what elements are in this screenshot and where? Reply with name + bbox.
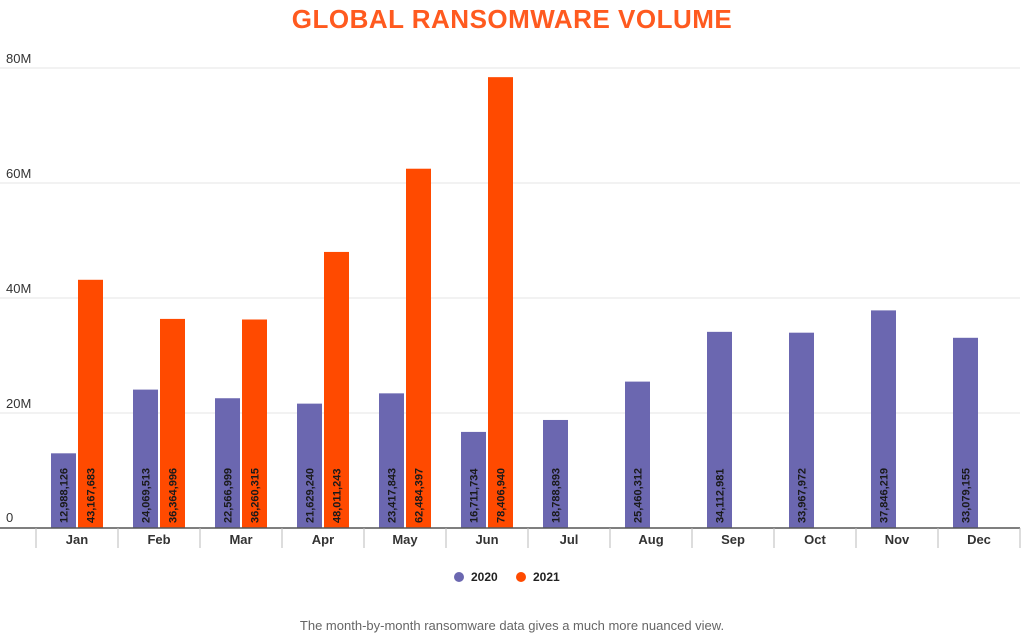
x-tick-label: Aug [638,532,663,547]
bar-value-label: 36,260,315 [250,468,262,523]
x-tick-label: Nov [885,532,910,547]
x-tick-label: May [392,532,418,547]
legend-marker [516,572,526,582]
bar-value-label: 62,484,397 [414,468,426,523]
bar-2020-mar [215,398,240,528]
y-tick-label: 60M [6,166,31,181]
legend-label: 2021 [533,570,560,584]
bar-2021-mar [242,319,267,528]
bar-value-label: 33,967,972 [797,468,809,523]
y-axis: 0 20M 40M 60M 80M [6,51,31,525]
y-tick-label: 20M [6,396,31,411]
bar-2021-jan [78,279,103,528]
bar-value-label: 43,167,683 [86,468,98,523]
bars: 12,988,126 43,167,683 24,069,513 36,364,996… [51,77,978,528]
x-tick-label: Dec [967,532,991,547]
bar-value-label: 16,711,734 [469,468,481,523]
chart-caption: The month-by-month ransomware data gives… [299,618,725,633]
bar-2020-jan [51,453,76,528]
bar-value-label: 34,112,981 [715,469,727,523]
x-tick-label: Sep [721,532,745,547]
bar-value-label: 12,988,126 [59,468,71,523]
bar-2020-aug [625,381,650,528]
x-tick-label: Jul [560,532,579,547]
bar-2020-dec [953,337,978,528]
bar-value-label: 18,788,893 [551,468,563,523]
bar-value-label: 36,364,996 [168,468,180,523]
bar-2021-jun [488,77,513,528]
chart-title: GLOBAL RANSOMWARE VOLUME [291,4,733,34]
x-tick-label: Apr [312,532,334,547]
bar-value-label: 25,460,312 [633,468,645,523]
bar-value-label: 22,566,999 [223,468,235,523]
bar-2020-may [379,393,404,528]
x-tick-label: Feb [147,532,170,547]
bar-value-label: 21,629,240 [305,468,317,523]
bar-value-label: 78,406,940 [496,468,508,523]
legend: 2020 2021 [454,570,560,584]
bar-2020-jun [461,431,486,528]
bar-2020-apr [297,403,322,528]
legend-marker [454,572,464,582]
bar-value-label: 37,846,219 [879,468,891,523]
y-tick-label: 0 [6,510,13,525]
x-tick-label: Jun [475,532,498,547]
bar-2020-sep [707,331,732,528]
bar-value-label: 48,011,243 [332,469,344,523]
bar-2020-nov [871,310,896,528]
bar-value-label: 23,417,843 [387,468,399,523]
bar-2021-apr [324,251,349,528]
bar-2021-may [406,168,431,528]
bar-value-label: 33,079,155 [961,468,973,523]
bar-2020-feb [133,389,158,528]
bar-2020-jul [543,419,568,528]
y-tick-label: 80M [6,51,31,66]
bar-2020-oct [789,332,814,528]
legend-label: 2020 [471,570,498,584]
bar-2021-feb [160,318,185,528]
x-tick-label: Oct [804,532,826,547]
x-tick-label: Mar [229,532,252,547]
bar-value-label: 24,069,513 [141,468,153,523]
x-tick-label: Jan [66,532,88,547]
x-axis: Jan Feb Mar Apr May Jun Jul Aug Sep Oct Nov Dec [0,527,1021,548]
y-tick-label: 40M [6,281,31,296]
